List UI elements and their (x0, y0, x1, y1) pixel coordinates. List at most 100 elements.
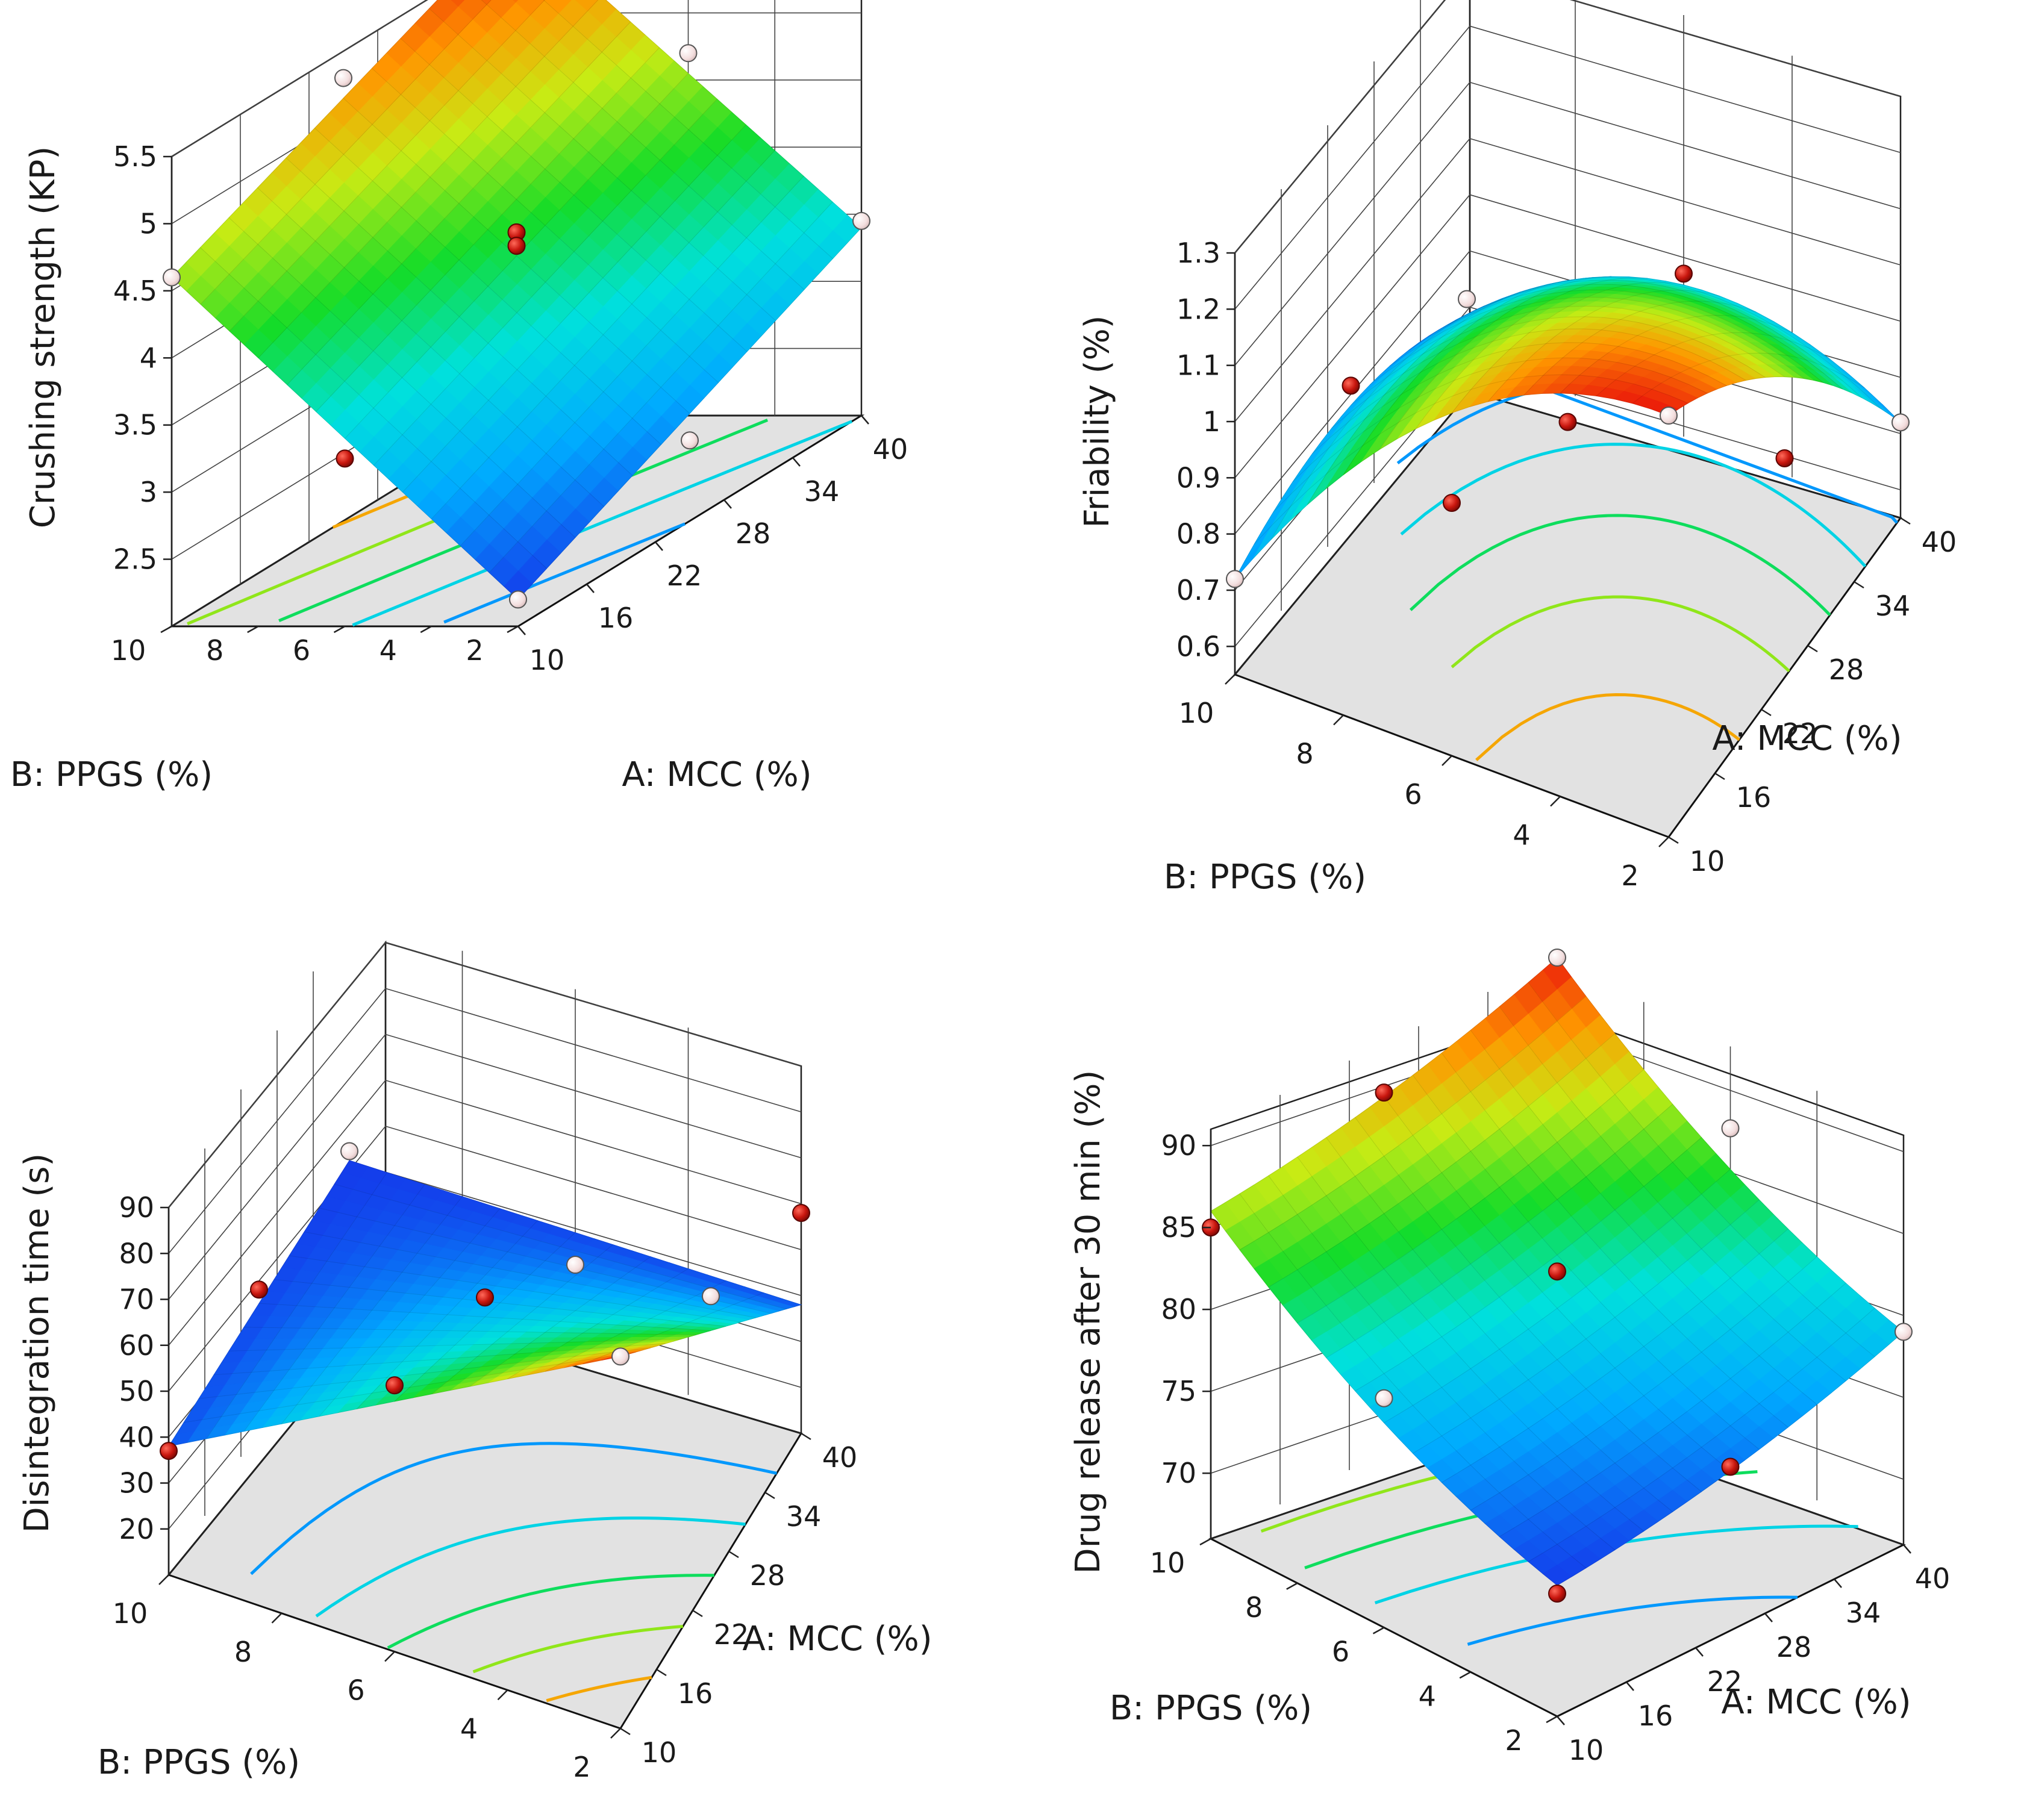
y-axis-title: B: PPGS (%) (10, 755, 213, 794)
design-points (160, 1142, 810, 1460)
x-axis-ticks: 10 16 22 28 34 40 (1557, 1544, 1950, 1766)
surface-meshline (1560, 314, 1793, 394)
surface-meshline (1355, 1137, 1702, 1392)
chart-panel-1: 2.5 3 3.5 4 4.5 5 5.5 10 16 22 28 34 40 2 4 6 8 10 Crushin… (10, 0, 908, 794)
x-tick-mark (1695, 1647, 1704, 1657)
x-tick-label: 28 (750, 1559, 786, 1592)
contour-line (315, 1516, 746, 1618)
y-tick-label: 4 (1513, 819, 1530, 852)
design-point (476, 1288, 494, 1307)
surface-meshline (316, 47, 660, 412)
contour-line (1400, 443, 1867, 568)
z-tick-label: 90 (119, 1191, 154, 1224)
design-point (566, 1256, 584, 1274)
z-tick-label: 1.1 (1176, 349, 1220, 382)
z-tick-label: 30 (119, 1467, 154, 1500)
y-tick-label: 2 (466, 634, 483, 667)
surface-meshline (372, 68, 719, 383)
y-tick-label: 10 (1150, 1547, 1185, 1579)
y-tick-label: 2 (573, 1751, 590, 1783)
x-tick-mark (1903, 1544, 1911, 1554)
surface-meshline (273, 1279, 726, 1327)
surface-meshline (1528, 982, 1875, 1357)
z-tick-label: 1 (1203, 405, 1220, 438)
y-tick-label: 10 (113, 1597, 148, 1630)
wall-gridline (1234, 194, 1901, 478)
z-tick-label: 90 (1161, 1129, 1196, 1162)
surface-meshline (168, 1356, 621, 1447)
x-tick-label: 10 (642, 1736, 677, 1769)
x-tick-label: 40 (873, 433, 908, 466)
surface-meshline (373, 99, 717, 466)
surface-meshline (431, 150, 775, 520)
design-point (1775, 449, 1794, 467)
y-tick-mark (271, 1612, 283, 1624)
surface-meshline (605, 0, 862, 228)
design-point (336, 449, 354, 468)
surface-meshline (200, 247, 547, 569)
design-point (681, 431, 699, 450)
surface-meshline (319, 1208, 772, 1314)
wall-gridline (168, 988, 802, 1254)
contour-line (443, 522, 686, 624)
z-tick-label: 40 (119, 1421, 154, 1453)
y-axis-title: B: PPGS (%) (1164, 858, 1366, 897)
z-tick-label: 5 (140, 207, 157, 240)
surface-meshline (507, 1268, 689, 1380)
x-tick-mark (728, 1550, 739, 1559)
x-tick-label: 28 (1829, 653, 1864, 686)
floor-contours (250, 1442, 777, 1703)
z-tick-label: 80 (119, 1237, 154, 1270)
surface-facet (1853, 386, 1882, 410)
surface-facet (1542, 1565, 1572, 1586)
surface-meshline (1234, 316, 1467, 579)
x-tick-mark (620, 1727, 631, 1736)
surface-meshline (1499, 1006, 1846, 1382)
x-tick-label: 22 (1782, 717, 1818, 750)
chart-panel-4: 70 75 80 85 90 10 16 22 28 34 40 2 4 6 8 10 Drug release… (1069, 949, 1950, 1766)
surface-meshline (1413, 1074, 1760, 1450)
design-point (340, 1142, 358, 1161)
design-point (702, 1287, 720, 1306)
z-tick-label: 0.9 (1176, 461, 1220, 494)
design-point (611, 1347, 629, 1366)
surface-facet (481, 0, 492, 5)
contour-line (352, 420, 853, 627)
surface-meshline (394, 1232, 576, 1402)
x-tick-mark (1854, 581, 1864, 589)
surface-meshline (1326, 1104, 1673, 1358)
z-tick-label: 0.8 (1176, 518, 1220, 550)
y-tick-label: 6 (347, 1674, 364, 1707)
y-tick-label: 2 (1505, 1724, 1522, 1757)
design-point (1342, 376, 1360, 395)
y-axis-title: B: PPGS (%) (98, 1743, 300, 1782)
y-tick-mark (1658, 837, 1669, 847)
surface-meshline (1311, 328, 1746, 454)
x-tick-mark (1626, 1681, 1634, 1691)
surface-meshline (543, 0, 833, 259)
y-axis-title: B: PPGS (%) (1110, 1689, 1312, 1728)
design-point (509, 590, 527, 609)
surface-meshline (281, 1196, 463, 1424)
surface-meshline (1487, 290, 1720, 402)
y-tick-label: 4 (380, 634, 397, 667)
z-axis-title: Drug release after 30 min (%) (1069, 1070, 1108, 1574)
surface-meshline (1557, 957, 1904, 1332)
surface-meshline (402, 124, 746, 493)
z-tick-label: 80 (1161, 1293, 1196, 1326)
x-tick-label: 22 (1707, 1665, 1743, 1698)
design-point (250, 1280, 268, 1299)
wall-gridline (168, 1079, 802, 1346)
surface-meshline (200, 0, 492, 305)
wall-gridline (168, 1033, 802, 1300)
z-tick-label: 1.2 (1176, 293, 1220, 325)
y-tick-label: 8 (1296, 738, 1313, 770)
surface-meshline (171, 277, 519, 600)
y-tick-label: 10 (1179, 697, 1214, 729)
x-tick-label: 16 (1736, 781, 1772, 814)
surface-meshline (481, 0, 805, 290)
x-tick-label: 34 (1875, 590, 1911, 622)
surface-meshline (1451, 282, 1684, 413)
surface-meshline (489, 201, 833, 573)
x-tick-label: 22 (667, 559, 702, 592)
